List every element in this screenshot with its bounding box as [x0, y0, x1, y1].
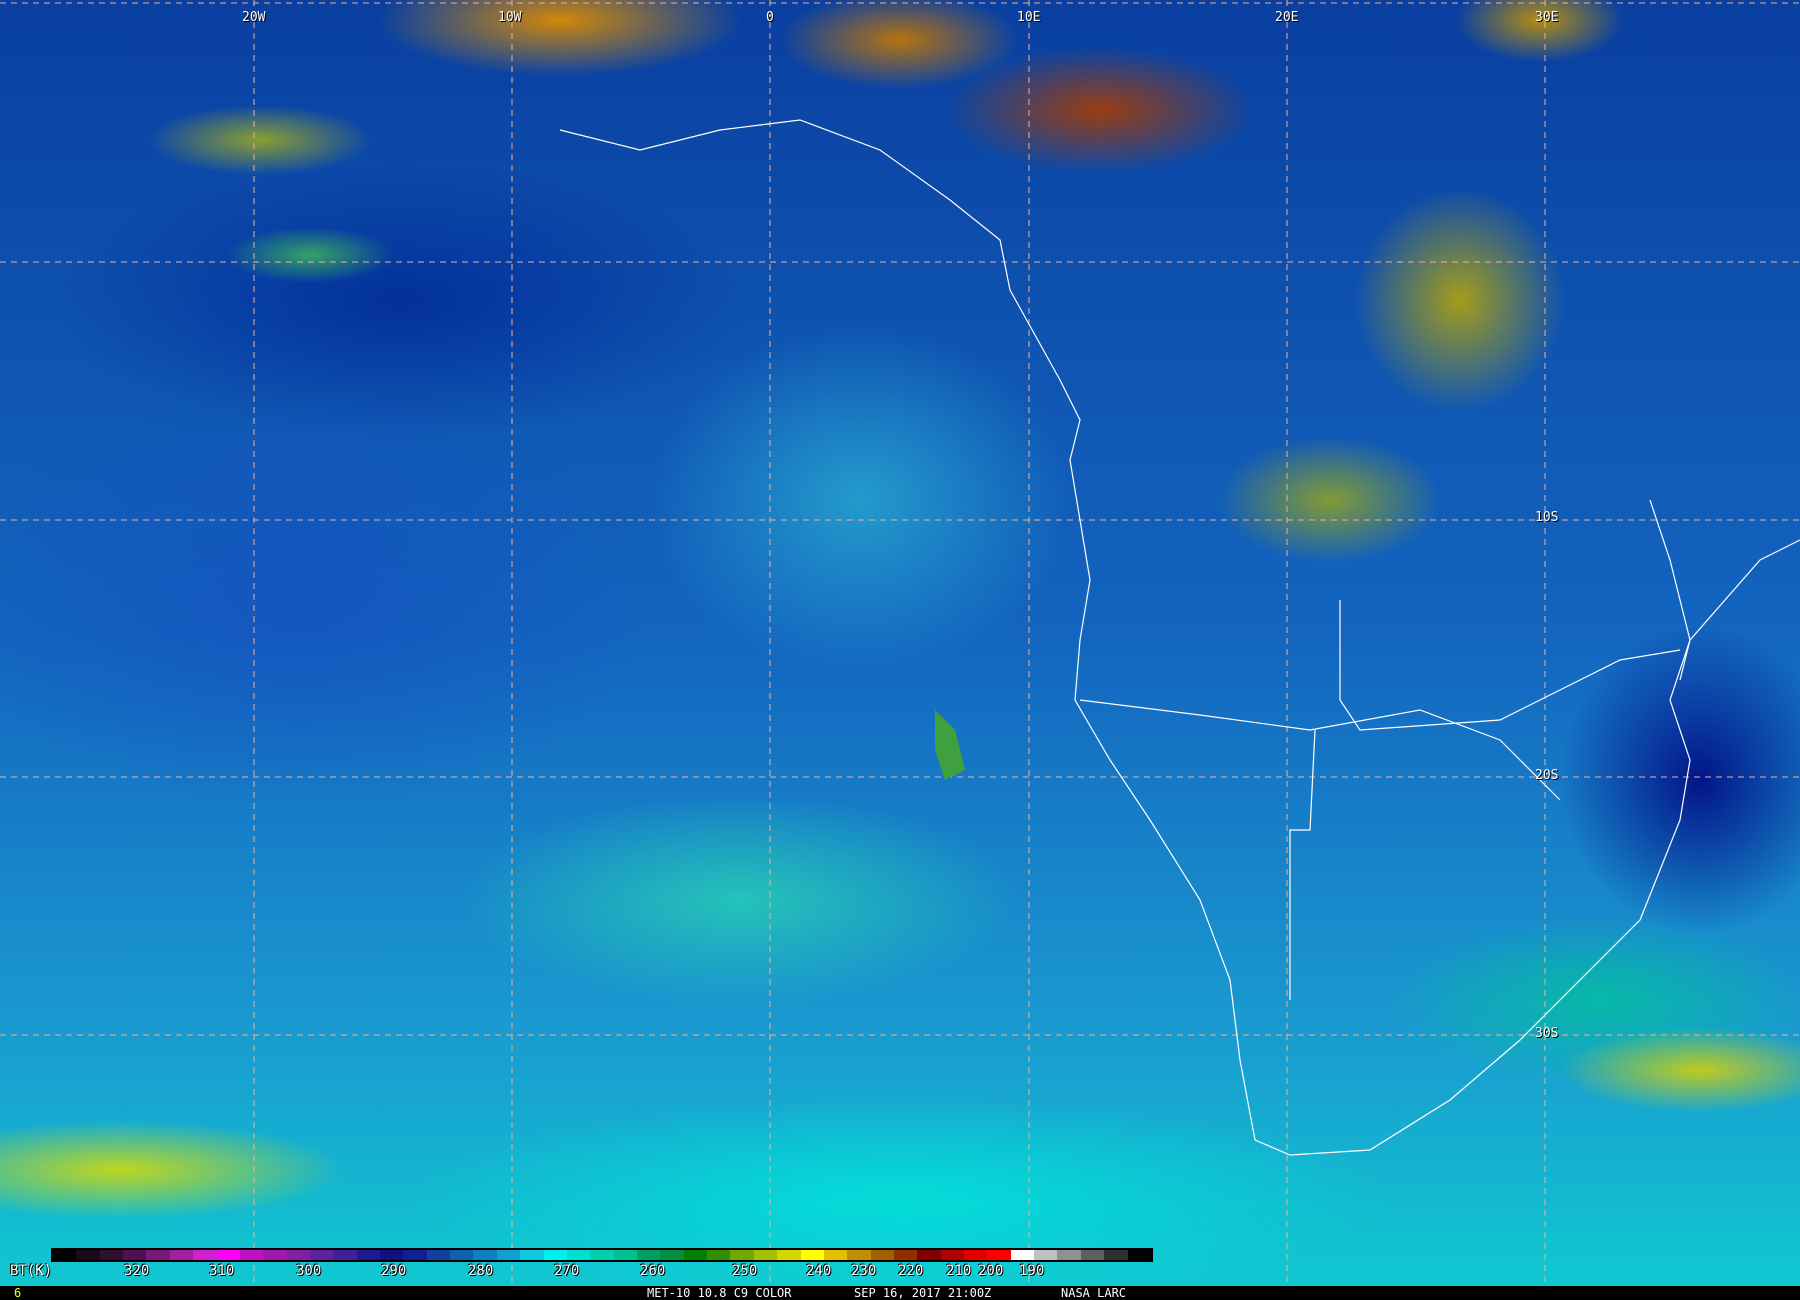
colorbar-swatch: [239, 1250, 264, 1260]
colorbar-tick-label: 260: [640, 1263, 666, 1279]
colorbar-swatch: [847, 1250, 871, 1260]
colorbar-tick-label: 250: [732, 1263, 758, 1279]
colorbar-tick-label: 230: [851, 1263, 877, 1279]
colorbar-swatch: [356, 1250, 381, 1260]
colorbar-tick-label: 320: [124, 1263, 150, 1279]
lat-label: 10S: [1535, 510, 1559, 525]
colorbar-swatch: [216, 1250, 240, 1260]
colorbar-swatch: [1080, 1250, 1105, 1260]
colorbar-tick-label: 210: [946, 1263, 972, 1279]
lon-label: 30E: [1535, 10, 1559, 25]
product-label: MET-10 10.8 C9 COLOR: [647, 1286, 792, 1300]
colorbar-swatch: [426, 1250, 451, 1260]
footer-bar: 6 MET-10 10.8 C9 COLOR SEP 16, 2017 21:0…: [0, 1286, 1800, 1300]
colorbar-swatch: [987, 1250, 1011, 1260]
colorbar-swatch: [403, 1250, 427, 1260]
lat-label: 30S: [1535, 1026, 1559, 1041]
colorbar-swatch: [76, 1250, 100, 1260]
colorbar-unit-label: BT(K): [10, 1263, 53, 1279]
colorbar-tick-label: 240: [806, 1263, 832, 1279]
colorbar-swatch: [753, 1250, 778, 1260]
colorbar-swatch: [660, 1250, 684, 1260]
colorbar-swatch: [1034, 1250, 1058, 1260]
colorbar-tick-label: 220: [898, 1263, 924, 1279]
colorbar-swatch: [309, 1250, 334, 1260]
colorbar-swatch: [636, 1250, 661, 1260]
colorbar-swatch: [193, 1250, 217, 1260]
colorbar-swatch: [169, 1250, 194, 1260]
colorbar-swatch: [893, 1250, 918, 1260]
colorbar-swatch: [613, 1250, 637, 1260]
colorbar-swatch: [473, 1250, 497, 1260]
colorbar-swatch: [263, 1250, 287, 1260]
colorbar-swatch: [380, 1250, 404, 1260]
colorbar-swatch: [940, 1250, 965, 1260]
lon-label: 0: [766, 10, 774, 25]
colorbar-swatch: [99, 1250, 124, 1260]
colorbar-tick-label: 290: [381, 1263, 407, 1279]
colorbar-swatch: [123, 1250, 147, 1260]
colorbar-tick-label: 200: [978, 1263, 1004, 1279]
lon-label: 10E: [1017, 10, 1041, 25]
colorbar-swatch: [1127, 1250, 1151, 1260]
colorbar-swatch: [333, 1250, 357, 1260]
colorbar-tick-label: 190: [1019, 1263, 1045, 1279]
colorbar-swatch: [543, 1250, 567, 1260]
colorbar-tick-label: 300: [296, 1263, 322, 1279]
lon-label: 10W: [498, 10, 522, 25]
lon-label: 20W: [242, 10, 266, 25]
colorbar-swatch: [730, 1250, 754, 1260]
island-st-helena: [935, 710, 965, 780]
colorbar-swatch: [286, 1250, 310, 1260]
colorbar-swatch: [520, 1250, 544, 1260]
colorbar: [51, 1248, 1153, 1262]
colorbar-swatch: [964, 1250, 988, 1260]
colorbar-tick-label: 280: [468, 1263, 494, 1279]
colorbar-swatch: [496, 1250, 521, 1260]
colorbar-swatch: [1104, 1250, 1128, 1260]
frame-number: 6: [14, 1286, 22, 1300]
colorbar-swatch: [1010, 1250, 1035, 1260]
colorbar-swatch: [870, 1250, 894, 1260]
colorbar-swatch: [777, 1250, 801, 1260]
colorbar-swatch: [450, 1250, 474, 1260]
colorbar-swatch: [683, 1250, 708, 1260]
colorbar-swatch: [1057, 1250, 1081, 1260]
lat-label: 20S: [1535, 768, 1559, 783]
colorbar-swatch: [800, 1250, 824, 1260]
credit-label: NASA LARC: [1061, 1286, 1127, 1300]
colorbar-tick-label: 270: [554, 1263, 580, 1279]
colorbar-swatch: [823, 1250, 848, 1260]
colorbar-swatch: [566, 1250, 591, 1260]
colorbar-swatch: [707, 1250, 731, 1260]
lon-label: 20E: [1275, 10, 1299, 25]
colorbar-swatch: [146, 1250, 170, 1260]
colorbar-tick-label: 310: [209, 1263, 235, 1279]
colorbar-swatch: [917, 1250, 941, 1260]
colorbar-swatch: [53, 1250, 77, 1260]
colorbar-swatch: [590, 1250, 614, 1260]
datetime-label: SEP 16, 2017 21:00Z: [854, 1286, 992, 1300]
coastlines: [559, 119, 1800, 1156]
